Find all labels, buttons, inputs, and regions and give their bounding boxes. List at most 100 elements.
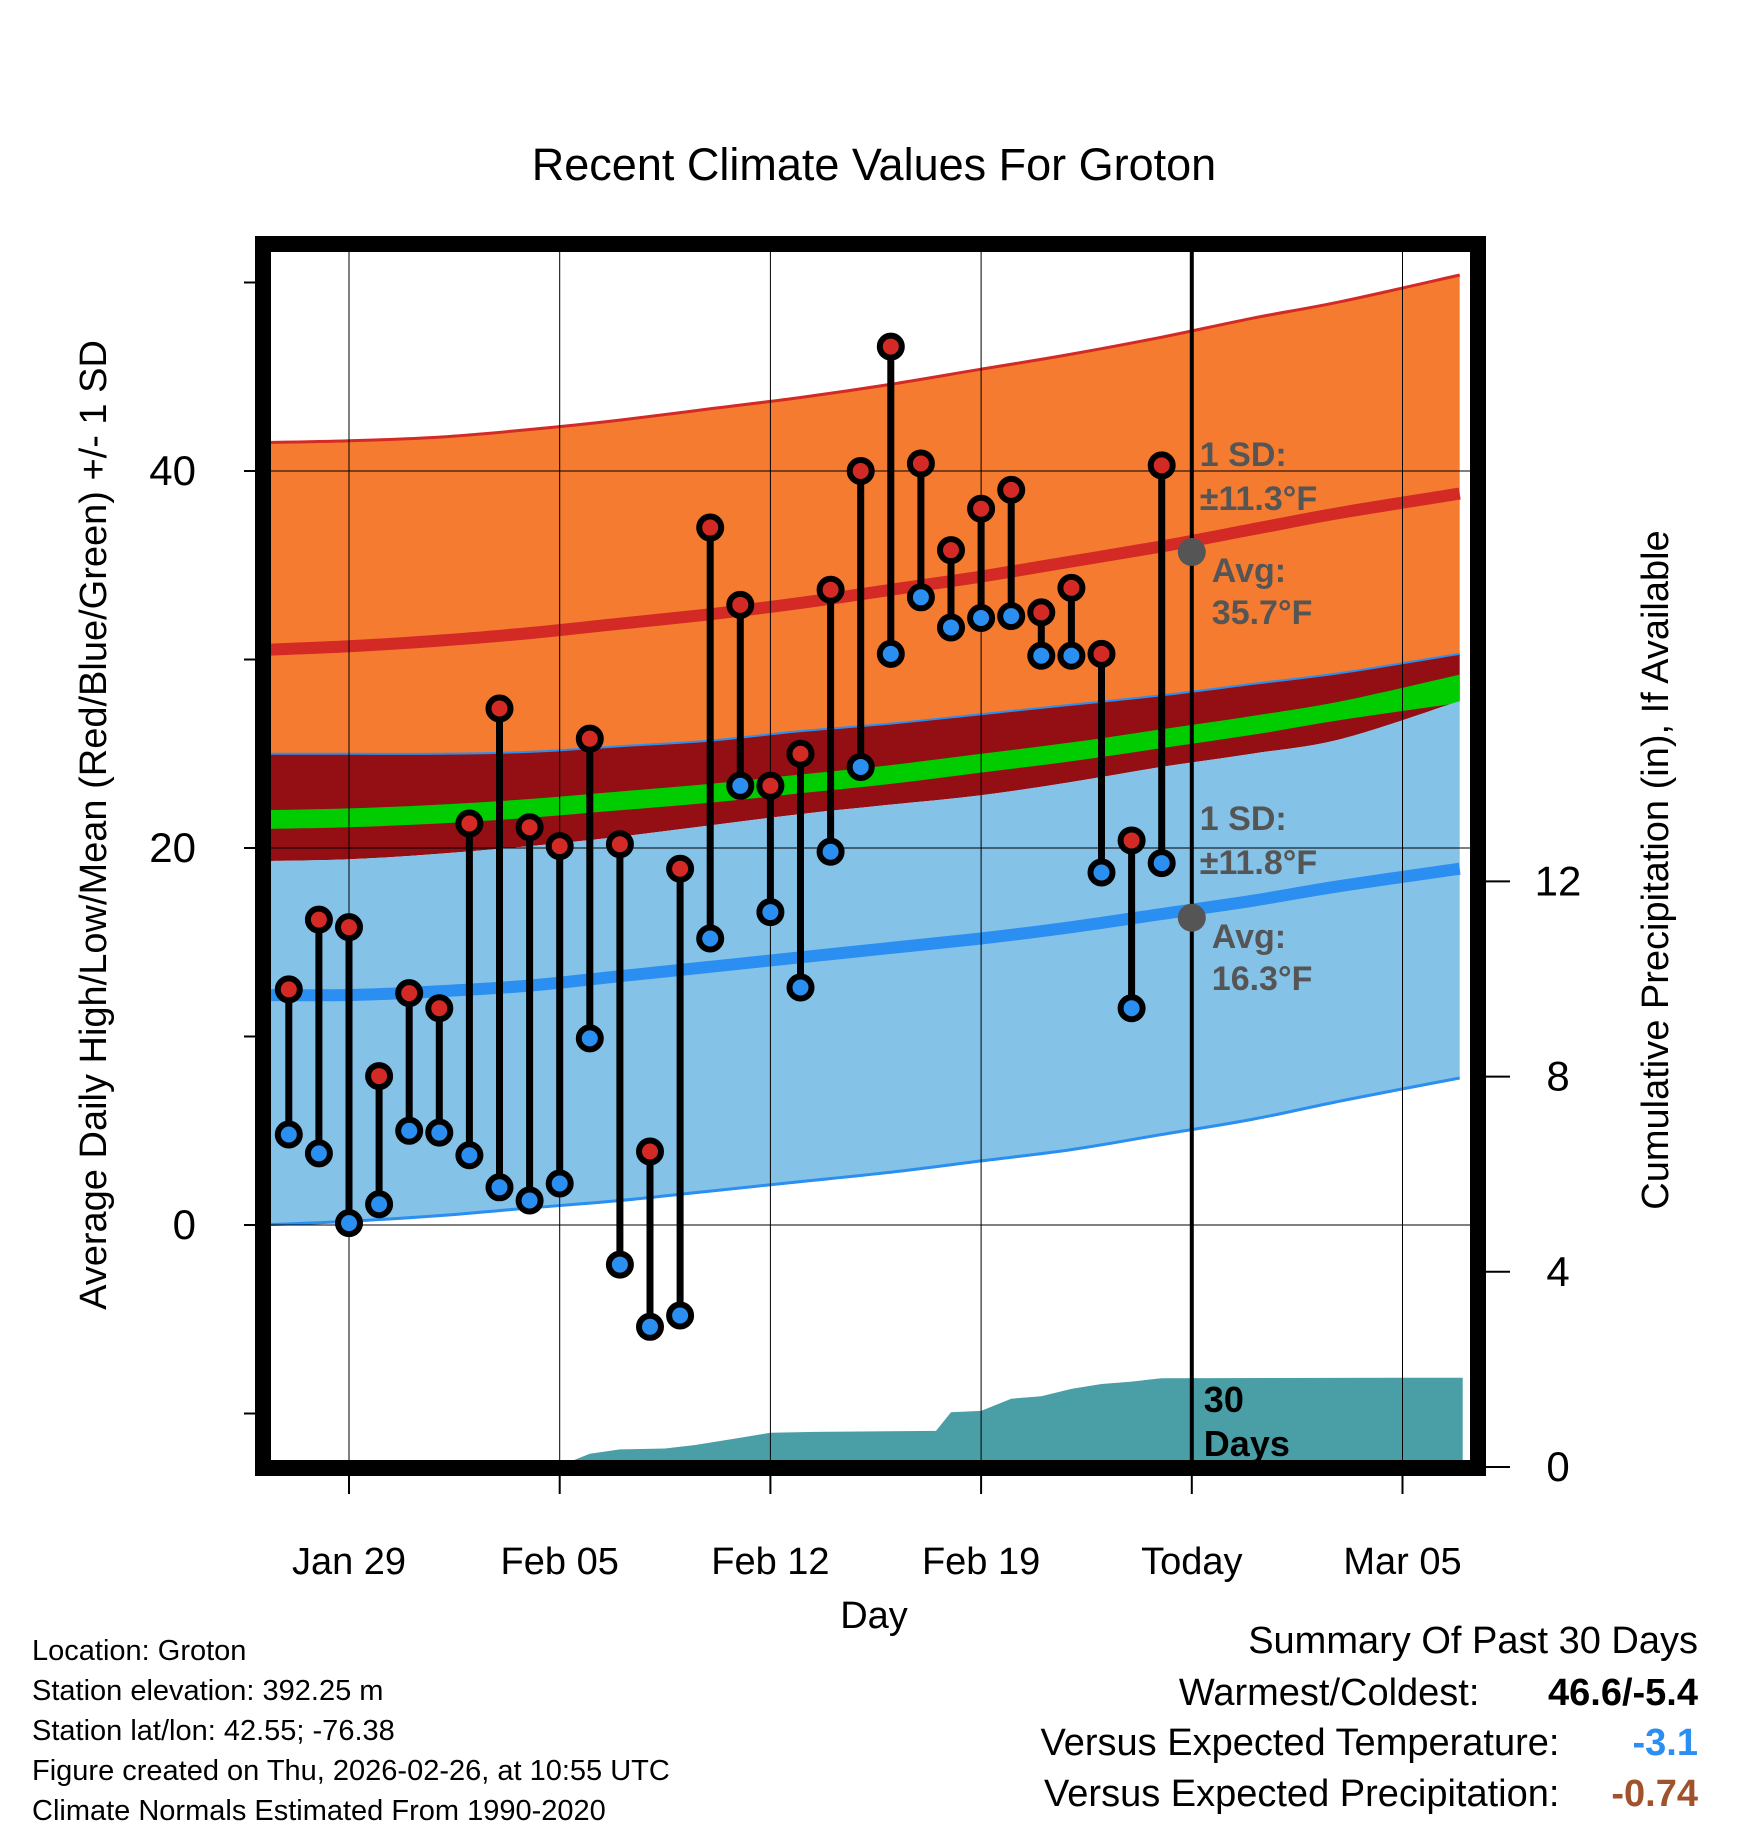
plot-clip-group xyxy=(263,244,1478,1468)
y-tick-label: 40 xyxy=(149,447,196,494)
summary-warmest-row: Warmest/Coldest: 46.6/-5.4 xyxy=(1179,1672,1698,1715)
obs-high-dot xyxy=(575,724,604,753)
high-sd-upper-line xyxy=(263,273,1461,445)
obs-low-dot xyxy=(696,924,725,953)
obs-low-dot xyxy=(846,752,875,781)
obs-low-dot xyxy=(274,1120,303,1149)
obs-high-dot xyxy=(876,332,905,361)
obs-low-dot xyxy=(515,1186,544,1215)
x-tick-label: Today xyxy=(1141,1541,1242,1583)
obs-low-dot xyxy=(335,1209,363,1238)
obs-high-dot xyxy=(304,905,333,934)
obs-high-dot xyxy=(696,513,725,542)
x-axis-label: Day xyxy=(840,1595,908,1637)
summary-temp-row: Versus Expected Temperature: -3.1 xyxy=(1041,1722,1698,1765)
summary-temp-value: -3.1 xyxy=(1632,1722,1698,1764)
obs-high-dot xyxy=(997,475,1026,504)
obs-low-dot xyxy=(575,1024,604,1053)
obs-low-dot xyxy=(666,1301,695,1330)
obs-low-dot xyxy=(455,1141,484,1170)
obs-low-dot xyxy=(1087,858,1116,887)
low-mean-line xyxy=(263,862,1461,1002)
obs-low-dot xyxy=(726,771,755,800)
obs-high-dot xyxy=(1117,826,1146,855)
obs-high-dot xyxy=(605,830,634,859)
obs-high-dot xyxy=(1057,573,1086,602)
meta-elevation: Station elevation: 392.25 m xyxy=(32,1675,384,1707)
high-avg-label: Avg: xyxy=(1212,552,1286,590)
meta-latlon: Station lat/lon: 42.55; -76.38 xyxy=(32,1715,395,1747)
precip-area xyxy=(556,1377,1463,1467)
high-sd-value: ±11.3°F xyxy=(1200,480,1317,518)
x-tick-label: Mar 05 xyxy=(1343,1541,1461,1583)
obs-low-dot xyxy=(1147,849,1176,878)
obs-low-dot xyxy=(937,613,965,642)
obs-high-dot xyxy=(485,694,514,723)
obs-high-dot xyxy=(726,590,755,619)
x-tick-label: Feb 12 xyxy=(711,1541,829,1583)
chart-title: Recent Climate Values For Groton xyxy=(532,139,1216,190)
low-sd-label: 1 SD: xyxy=(1200,800,1287,838)
high-avg-value: 35.7°F xyxy=(1212,594,1313,632)
obs-low-dot xyxy=(485,1173,514,1202)
axes: Jan 29 Feb 05 Feb 12 Feb 19 Today Mar 0502040… xyxy=(149,236,1581,1583)
obs-low-dot xyxy=(786,973,815,1002)
y-tick-label: 20 xyxy=(149,824,196,871)
obs-low-dot xyxy=(1057,641,1086,670)
obs-high-dot xyxy=(846,457,875,485)
obs-high-dot xyxy=(967,494,996,523)
y-axis-label: Average Daily High/Low/Mean (Red/Blue/Gr… xyxy=(73,340,115,1310)
obs-low-dot xyxy=(906,583,935,612)
low-avg-marker xyxy=(1177,903,1206,932)
obs-high-dot xyxy=(666,854,695,883)
low-avg-value: 16.3°F xyxy=(1212,960,1313,998)
obs-low-dot xyxy=(636,1312,664,1341)
obs-low-dot xyxy=(876,639,905,668)
meta-created: Figure created on Thu, 2026-02-26, at 10… xyxy=(32,1755,670,1787)
x-tick-label: Jan 29 xyxy=(292,1541,406,1583)
mean-band xyxy=(263,674,1460,830)
summary-warmest-value: 46.6/-5.4 xyxy=(1548,1672,1698,1714)
y2-axis-label: Cumulative Precipitation (in), If Availa… xyxy=(1635,530,1677,1209)
obs-high-dot xyxy=(636,1137,664,1166)
obs-high-dot xyxy=(365,1062,394,1091)
obs-high-dot xyxy=(335,913,363,942)
obs-high-dot xyxy=(455,809,484,838)
summary-precip-value: -0.74 xyxy=(1611,1773,1698,1815)
high-sd-label: 1 SD: xyxy=(1200,436,1287,474)
obs-low-dot xyxy=(1027,641,1056,670)
summary-title: Summary Of Past 30 Days xyxy=(1248,1620,1698,1662)
obs-high-dot xyxy=(425,994,454,1023)
obs-low-dot xyxy=(967,604,996,633)
obs-high-dot xyxy=(756,771,785,800)
x-tick-label: Feb 19 xyxy=(922,1541,1040,1583)
summary-temp-label: Versus Expected Temperature: xyxy=(1040,1722,1560,1764)
obs-low-dot xyxy=(1117,994,1146,1023)
summary-precip-row: Versus Expected Precipitation: -0.74 xyxy=(1044,1773,1698,1816)
precip-days-label-1: 30 xyxy=(1204,1379,1244,1420)
obs-high-dot xyxy=(395,979,424,1008)
obs-high-dot xyxy=(274,975,303,1004)
low-sd-lower-line xyxy=(263,1076,1460,1227)
meta-location: Location: Groton xyxy=(32,1635,247,1667)
precip-days-label-2: Days xyxy=(1204,1423,1290,1464)
high-sd-lower-line xyxy=(263,652,1460,755)
plot-area: 1 SD: ±11.3°F Avg: 35.7°F 1 SD: ±11.8°F Avg: 16… xyxy=(263,244,1478,1468)
low-avg-label: Avg: xyxy=(1212,918,1286,956)
obs-high-dot xyxy=(1087,639,1116,668)
summary-precip-label: Versus Expected Precipitation: xyxy=(1044,1773,1560,1815)
obs-low-dot xyxy=(365,1190,394,1219)
obs-low-dot xyxy=(997,602,1026,631)
obs-low-dot xyxy=(425,1118,454,1147)
high-mean-line xyxy=(263,487,1461,656)
obs-low-dot xyxy=(545,1169,574,1198)
obs-low-dot xyxy=(304,1139,333,1168)
obs-high-dot xyxy=(786,739,815,768)
obs-high-dot xyxy=(816,575,845,604)
y2-tick-label: 0 xyxy=(1546,1443,1569,1490)
obs-low-dot xyxy=(395,1116,424,1145)
obs-high-dot xyxy=(1027,598,1056,627)
high-avg-marker xyxy=(1177,538,1206,567)
obs-high-dot xyxy=(906,449,935,478)
